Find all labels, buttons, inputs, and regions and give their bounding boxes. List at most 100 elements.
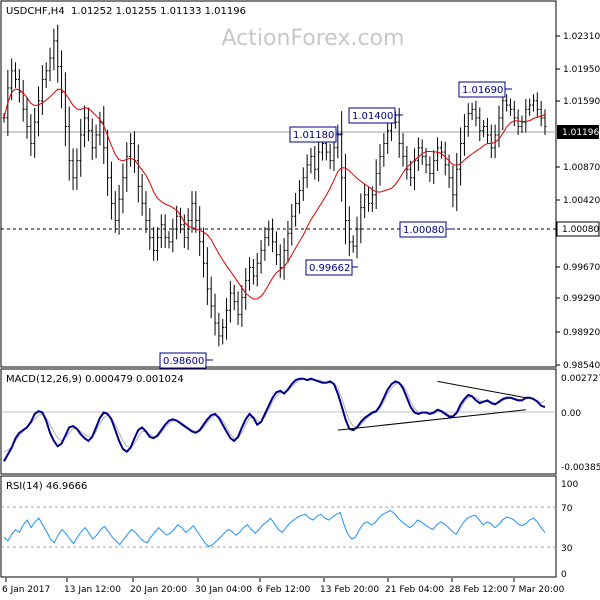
ohlc-bar [462, 114, 466, 156]
x-tick: 6 Jan 2017 [2, 585, 50, 595]
ohlc-bar [178, 207, 182, 234]
ohlc-bar [29, 114, 33, 156]
ohlc-bar [202, 227, 206, 278]
ohlc-bar [171, 218, 175, 253]
ohlc-bar [451, 165, 455, 208]
ohlc-bar [505, 94, 509, 112]
ohlc-bar [378, 144, 382, 186]
pivot-annotations: 1.01690 1.01400 1.01180 1.00080 0.99662 … [159, 81, 512, 369]
ohlc-bar [493, 124, 497, 159]
macd-y-tick: -0.003854 [561, 463, 600, 473]
price-y-tick: 1.00870 [563, 163, 600, 173]
ohlc-bar [182, 214, 186, 248]
ohlc-bar [278, 244, 282, 278]
ohlc-bar [144, 191, 148, 233]
ohlc-bar [113, 191, 117, 233]
ohlc-bar [520, 115, 524, 133]
ohlc-bar [186, 208, 190, 250]
ohlc-bar [301, 167, 305, 201]
ohlc-bar [44, 62, 48, 88]
ohlc-bar [405, 145, 409, 180]
ohlc-bar [409, 160, 413, 187]
ohlc-bar [109, 161, 113, 220]
ohlc-bar [190, 191, 194, 233]
ohlc-bar [363, 184, 367, 219]
x-tick: 30 Jan 04:00 [195, 585, 252, 595]
ohlc-bar [25, 97, 29, 139]
ohlc-bar [213, 293, 217, 336]
annotation-label: 1.01180 [293, 130, 334, 141]
ohlc-bar [416, 137, 420, 172]
ohlc-bar [535, 92, 539, 118]
ohlc-bar [106, 129, 110, 196]
support-price-label: 1.00080 [562, 225, 599, 235]
ohlc-bar [539, 100, 543, 127]
x-tick: 28 Feb 12:00 [449, 585, 508, 595]
ohlc-bar [248, 257, 252, 291]
ohlc-bar [48, 47, 52, 82]
support-price-box [556, 221, 600, 237]
rsi-y-tick: 0 [561, 570, 567, 580]
ohlc-bar [56, 24, 60, 83]
moving-average-line [3, 88, 546, 300]
ohlc-bar [528, 98, 532, 116]
ohlc-bar [163, 214, 167, 248]
ohlc-bar [175, 205, 179, 240]
ohlc-bar [459, 127, 463, 186]
ohlc-bar [447, 154, 451, 189]
ohlc-bar [297, 180, 301, 214]
ohlc-bar [251, 259, 255, 285]
macd-y-tick: 0.002727 [561, 374, 600, 384]
macd-main-line [3, 377, 546, 462]
ohlc-bar [267, 220, 271, 247]
ohlc-bar [397, 107, 401, 158]
ohlc-bar [286, 221, 290, 263]
ohlc-bar [271, 218, 275, 253]
ohlc-bar [83, 105, 87, 148]
ohlc-bar [340, 111, 344, 202]
macd-triangle [337, 380, 526, 431]
ohlc-bar [309, 147, 313, 174]
ohlc-bar [67, 106, 71, 181]
ohlc-bar [516, 109, 520, 135]
ohlc-bar [382, 133, 386, 167]
ohlc-bar [531, 94, 535, 112]
ohlc-bar [497, 105, 501, 148]
ohlc-bar [355, 216, 359, 259]
ohlc-bar [75, 148, 79, 191]
ohlc-bar [470, 102, 474, 121]
macd-trendline [437, 380, 526, 399]
x-axis: 6 Jan 2017 13 Jan 12:00 20 Jan 20:00 30 … [2, 578, 565, 595]
ohlc-bar [79, 118, 83, 177]
ohlc-bar [367, 186, 371, 212]
x-tick: 13 Jan 12:00 [64, 585, 121, 595]
annotation-label: 0.99662 [309, 263, 350, 274]
ohlc-bar [466, 103, 470, 137]
macd-y-tick: 0.00 [561, 409, 581, 419]
price-y-tick: 1.01590 [563, 97, 600, 107]
price-y-tick: 0.99290 [563, 294, 600, 304]
ohlc-bar [294, 192, 298, 227]
watermark: ActionForex.com [222, 26, 405, 51]
ohlc-bar [40, 65, 44, 116]
ohlc-bar [439, 141, 443, 159]
ohlc-bar [86, 107, 90, 142]
current-price-box [557, 125, 599, 139]
x-tick: 7 Mar 20:00 [510, 585, 565, 595]
ohlc-bar [71, 148, 75, 191]
ohlc-bar [443, 141, 447, 176]
ohlc-bar [543, 109, 547, 135]
price-y-tick: 0.98540 [563, 361, 600, 371]
rsi-y-tick: 100 [561, 480, 578, 490]
ohlc-bar [167, 231, 171, 249]
ohlc-bar [33, 107, 37, 158]
ohlc-bar [328, 143, 332, 170]
price-bars [2, 24, 547, 347]
ohlc-bar [17, 69, 21, 103]
ohlc-bar [485, 117, 489, 144]
ohlc-bar [343, 153, 347, 245]
ohlc-bar [240, 285, 244, 327]
ohlc-bar [228, 280, 232, 323]
price-y-tick: 1.01950 [563, 65, 600, 75]
macd-panel-title: MACD(12,26,9) 0.000479 0.001024 [6, 374, 184, 385]
